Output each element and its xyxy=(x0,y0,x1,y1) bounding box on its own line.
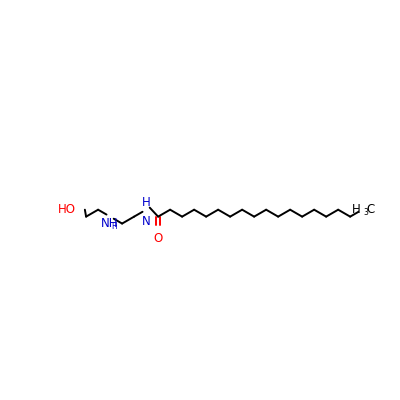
Text: H: H xyxy=(352,203,361,216)
Text: O: O xyxy=(154,232,163,245)
Text: H: H xyxy=(112,222,117,232)
Text: 3: 3 xyxy=(363,208,368,216)
Text: N: N xyxy=(142,215,150,228)
Text: H: H xyxy=(142,196,150,209)
Text: NH: NH xyxy=(101,218,119,230)
Text: HO: HO xyxy=(58,203,76,216)
Text: C: C xyxy=(366,203,374,216)
